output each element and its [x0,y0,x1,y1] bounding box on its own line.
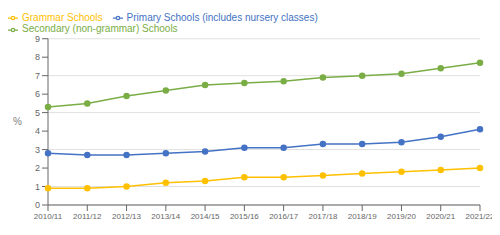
svg-text:2015/16: 2015/16 [230,212,259,221]
svg-text:2021/22: 2021/22 [466,212,492,221]
svg-text:2014/15: 2014/15 [191,212,220,221]
html-text:Grammar Schools: Grammar Schools [22,12,103,23]
svg-text:2010/11: 2010/11 [34,212,63,221]
svg-text:4: 4 [35,126,40,136]
svg-text:2018/19: 2018/19 [348,212,377,221]
svg-text:2017/18: 2017/18 [308,212,337,221]
svg-text:9: 9 [35,34,40,44]
svg-text:2016/17: 2016/17 [269,212,298,221]
svg-text:2020/21: 2020/21 [426,212,455,221]
svg-text:1: 1 [35,182,40,192]
svg-text:3: 3 [35,145,40,155]
svg-text:2: 2 [35,163,40,173]
svg-text:5: 5 [35,108,40,118]
svg-text:2019/20: 2019/20 [387,212,416,221]
html-text:Primary Schools (includes nurs: Primary Schools (includes nursery classe… [126,12,318,23]
svg-text:8: 8 [35,52,40,62]
svg-text:2012/13: 2012/13 [112,212,141,221]
svg-text:7: 7 [35,71,40,81]
svg-text:0: 0 [35,200,40,210]
html-text:Secondary (non-grammar) School: Secondary (non-grammar) Schools [22,23,178,35]
svg-text:2013/14: 2013/14 [151,212,180,221]
svg-text:%: % [13,116,22,127]
svg-text:2011/12: 2011/12 [73,212,102,221]
svg-text:6: 6 [35,89,40,99]
